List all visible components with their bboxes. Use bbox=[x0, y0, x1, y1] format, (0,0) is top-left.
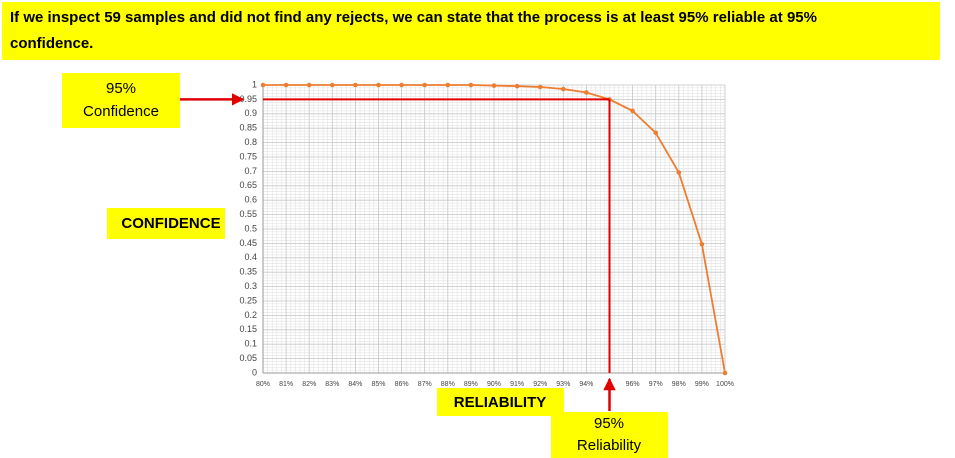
x-tick-label: 90% bbox=[487, 381, 501, 388]
data-point bbox=[353, 82, 358, 88]
x-tick-label: 88% bbox=[441, 381, 455, 388]
plot: 0 0.05 0.1 0.15 0.2 0.25 0.3 0.35 0.4 0.45 0.5 0.55… bbox=[180, 79, 734, 411]
y-tick-label: 0.7 bbox=[244, 166, 257, 176]
y-tick-label: 0.35 bbox=[239, 267, 257, 277]
data-point bbox=[283, 82, 289, 88]
x-tick-label: 96% bbox=[626, 381, 640, 388]
x-tick-label: 85% bbox=[371, 381, 385, 388]
y-tick-label: 0.9 bbox=[244, 108, 257, 118]
y-axis-label: CONFIDENCE bbox=[121, 215, 220, 232]
y-tick-label: 0.1 bbox=[244, 339, 257, 349]
y-tick-label: 0 bbox=[252, 367, 257, 377]
data-point bbox=[260, 82, 266, 88]
y-tick-label: 0.25 bbox=[239, 295, 257, 305]
x-tick-label: 81% bbox=[279, 381, 293, 388]
data-point bbox=[561, 86, 566, 92]
x-tick-label: 83% bbox=[325, 381, 339, 388]
y-tick-label: 0.15 bbox=[239, 324, 257, 334]
note-box bbox=[62, 73, 180, 128]
y-tick-label: 0.75 bbox=[239, 151, 257, 161]
x-axis-label: RELIABILITY bbox=[454, 394, 547, 411]
data-point bbox=[399, 82, 404, 88]
y-tick-label: 0.05 bbox=[239, 353, 257, 363]
y-tick-label: 0.85 bbox=[239, 123, 257, 133]
title-banner bbox=[2, 2, 940, 60]
data-point bbox=[330, 82, 335, 88]
y-tick-label: 1 bbox=[252, 79, 257, 89]
data-point bbox=[468, 82, 474, 88]
note-text: Confidence bbox=[83, 103, 159, 120]
y-tick-label: 0.65 bbox=[239, 180, 257, 190]
data-point bbox=[306, 82, 312, 88]
data-point bbox=[653, 130, 658, 136]
x-tick-label: 97% bbox=[649, 381, 663, 388]
title-line: If we inspect 59 samples and did not fin… bbox=[10, 9, 817, 26]
x-tick-label: 92% bbox=[533, 381, 547, 388]
data-point bbox=[584, 90, 589, 95]
x-tick-label: 91% bbox=[510, 381, 524, 388]
y-tick-label: 0.55 bbox=[239, 209, 257, 219]
y-tick-label: 0.4 bbox=[244, 252, 257, 262]
data-point bbox=[699, 241, 705, 247]
note-text: Reliability bbox=[577, 437, 642, 454]
y-tick-label: 0.8 bbox=[244, 137, 257, 147]
y-tick-label: 0.3 bbox=[244, 281, 257, 291]
x-tick-label: 86% bbox=[395, 381, 409, 388]
note-text: 95% bbox=[594, 415, 624, 432]
note-text: 95% bbox=[106, 80, 136, 97]
x-tick-label: 99% bbox=[695, 381, 709, 388]
y-tick-label: 0.2 bbox=[244, 310, 257, 320]
x-tick-label: 94% bbox=[579, 381, 593, 388]
x-tick-label: 98% bbox=[672, 381, 686, 388]
note-box bbox=[551, 412, 668, 458]
x-tick-label: 82% bbox=[302, 381, 316, 388]
data-point bbox=[514, 83, 520, 89]
data-point bbox=[491, 83, 497, 88]
axis-label-box bbox=[437, 388, 564, 416]
data-point bbox=[722, 370, 728, 376]
y-tick-label: 0.45 bbox=[239, 238, 257, 248]
y-tick-label: 0.5 bbox=[244, 223, 257, 233]
y-tick-label: 0.6 bbox=[244, 195, 257, 205]
x-tick-label: 87% bbox=[418, 381, 432, 388]
y-tick-label: 0.95 bbox=[239, 94, 257, 104]
data-point bbox=[422, 82, 428, 88]
x-tick-label: 80% bbox=[256, 381, 270, 388]
data-point bbox=[445, 82, 451, 88]
x-tick-label: 84% bbox=[348, 381, 362, 388]
data-point bbox=[376, 82, 381, 88]
title-line: confidence. bbox=[10, 35, 93, 52]
x-tick-label: 89% bbox=[464, 381, 478, 388]
axis-label-box bbox=[107, 208, 225, 239]
x-tick-label: 93% bbox=[556, 381, 570, 388]
data-point bbox=[537, 84, 543, 90]
x-tick-label: 100% bbox=[716, 381, 734, 388]
data-point bbox=[630, 108, 635, 114]
data-point bbox=[676, 170, 682, 175]
